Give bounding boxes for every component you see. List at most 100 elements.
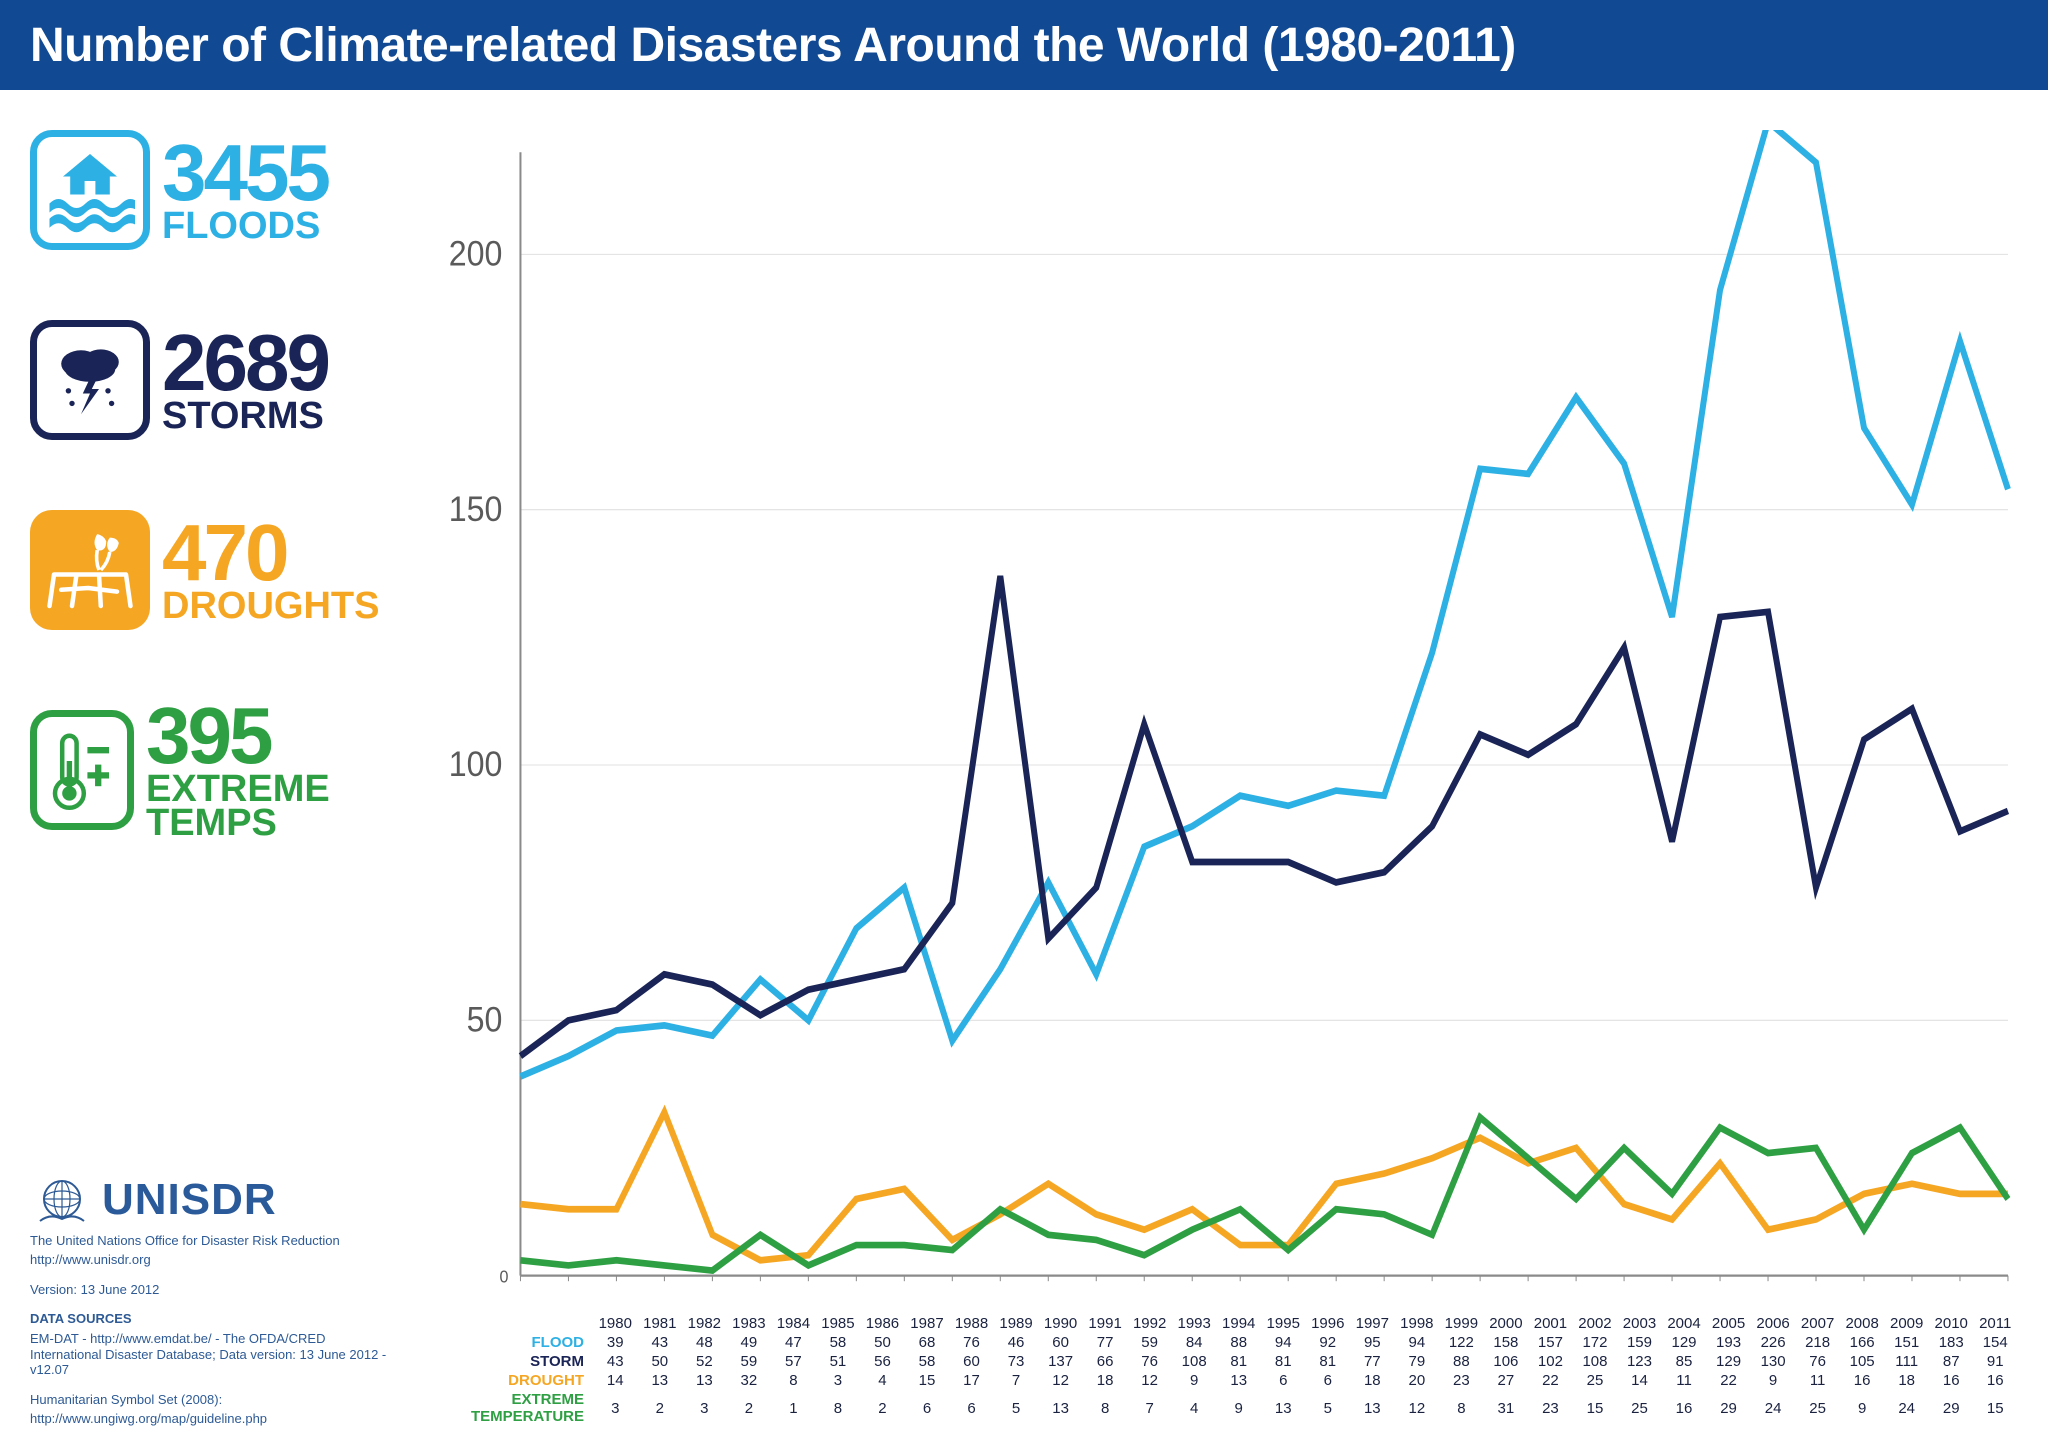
data-cell: 7 bbox=[995, 1372, 1038, 1389]
data-cell: 13 bbox=[1351, 1391, 1394, 1425]
data-cell: 9 bbox=[1752, 1372, 1795, 1389]
data-cell: 79 bbox=[1396, 1353, 1439, 1370]
data-cell: 3 bbox=[683, 1391, 726, 1425]
data-cell: 22 bbox=[1707, 1372, 1750, 1389]
data-cell: 92 bbox=[1307, 1334, 1350, 1351]
data-cell: 129 bbox=[1707, 1353, 1750, 1370]
data-cell: 73 bbox=[995, 1353, 1038, 1370]
data-cell: 50 bbox=[639, 1353, 682, 1370]
svg-text:100: 100 bbox=[449, 745, 503, 785]
data-cell: 84 bbox=[1173, 1334, 1216, 1351]
data-cell: 166 bbox=[1841, 1334, 1884, 1351]
data-cell: 108 bbox=[1173, 1353, 1216, 1370]
data-cell: 13 bbox=[1039, 1391, 1082, 1425]
data-cell: 129 bbox=[1663, 1334, 1706, 1351]
data-cell: 193 bbox=[1707, 1334, 1750, 1351]
data-cell: 87 bbox=[1930, 1353, 1973, 1370]
footer-org-url: http://www.unisdr.org bbox=[30, 1252, 420, 1268]
data-cell: 4 bbox=[1173, 1391, 1216, 1425]
data-cell: 16 bbox=[1841, 1372, 1884, 1389]
data-cell: 8 bbox=[1084, 1391, 1127, 1425]
footer-source2-url: http://www.ungiwg.org/map/guideline.php bbox=[30, 1411, 420, 1427]
stat-extreme: 395 EXTREME TEMPS bbox=[30, 700, 420, 840]
stat-droughts: 470 DROUGHTS bbox=[30, 510, 420, 630]
year-cell: 2001 bbox=[1529, 1315, 1572, 1332]
data-cell: 108 bbox=[1574, 1353, 1617, 1370]
data-cell: 43 bbox=[639, 1334, 682, 1351]
header-bar: Number of Climate-related Disasters Arou… bbox=[0, 0, 2048, 90]
data-cell: 226 bbox=[1752, 1334, 1795, 1351]
stat-floods-label: FLOODS bbox=[162, 209, 328, 243]
year-cell: 1998 bbox=[1396, 1315, 1439, 1332]
flood-icon bbox=[30, 130, 150, 250]
data-cell: 25 bbox=[1618, 1391, 1661, 1425]
data-cell: 60 bbox=[1039, 1334, 1082, 1351]
year-cell: 2009 bbox=[1885, 1315, 1928, 1332]
year-cell: 1995 bbox=[1262, 1315, 1305, 1332]
line-chart: 501001502000 bbox=[430, 130, 2018, 1309]
series-row-label: STORM bbox=[432, 1353, 592, 1370]
data-cell: 15 bbox=[1974, 1391, 2016, 1425]
year-cell: 1999 bbox=[1440, 1315, 1483, 1332]
data-cell: 159 bbox=[1618, 1334, 1661, 1351]
body-layout: 3455 FLOODS 2689 STORMS bbox=[0, 90, 2048, 1447]
data-cell: 23 bbox=[1440, 1372, 1483, 1389]
data-cell: 25 bbox=[1574, 1372, 1617, 1389]
data-cell: 49 bbox=[728, 1334, 771, 1351]
year-cell: 1983 bbox=[728, 1315, 771, 1332]
data-cell: 18 bbox=[1084, 1372, 1127, 1389]
data-cell: 76 bbox=[1128, 1353, 1171, 1370]
year-cell: 1993 bbox=[1173, 1315, 1216, 1332]
data-cell: 29 bbox=[1707, 1391, 1750, 1425]
data-cell: 76 bbox=[1796, 1353, 1839, 1370]
data-cell: 8 bbox=[772, 1372, 815, 1389]
year-cell: 1990 bbox=[1039, 1315, 1082, 1332]
year-cell: 1989 bbox=[995, 1315, 1038, 1332]
year-cell: 2010 bbox=[1930, 1315, 1973, 1332]
data-cell: 3 bbox=[817, 1372, 860, 1389]
stat-storms-label: STORMS bbox=[162, 399, 328, 433]
year-cell: 1987 bbox=[906, 1315, 949, 1332]
data-cell: 29 bbox=[1930, 1391, 1973, 1425]
data-cell: 23 bbox=[1529, 1391, 1572, 1425]
data-cell: 56 bbox=[861, 1353, 904, 1370]
data-cell: 106 bbox=[1485, 1353, 1528, 1370]
data-cell: 12 bbox=[1039, 1372, 1082, 1389]
data-cell: 137 bbox=[1039, 1353, 1082, 1370]
data-cell: 77 bbox=[1351, 1353, 1394, 1370]
data-cell: 1 bbox=[772, 1391, 815, 1425]
data-cell: 60 bbox=[950, 1353, 993, 1370]
data-cell: 218 bbox=[1796, 1334, 1839, 1351]
year-cell: 1992 bbox=[1128, 1315, 1171, 1332]
year-cell: 2006 bbox=[1752, 1315, 1795, 1332]
stat-extreme-label: EXTREME TEMPS bbox=[146, 772, 420, 840]
data-cell: 58 bbox=[906, 1353, 949, 1370]
data-cell: 59 bbox=[1128, 1334, 1171, 1351]
data-cell: 172 bbox=[1574, 1334, 1617, 1351]
stat-floods-value: 3455 bbox=[162, 137, 328, 209]
data-cell: 6 bbox=[1307, 1372, 1350, 1389]
data-cell: 13 bbox=[1217, 1372, 1260, 1389]
extreme-temp-icon bbox=[30, 710, 134, 830]
data-cell: 4 bbox=[861, 1372, 904, 1389]
data-cell: 51 bbox=[817, 1353, 860, 1370]
year-cell: 2008 bbox=[1841, 1315, 1884, 1332]
data-cell: 157 bbox=[1529, 1334, 1572, 1351]
storm-icon bbox=[30, 320, 150, 440]
data-cell: 154 bbox=[1974, 1334, 2016, 1351]
data-cell: 8 bbox=[817, 1391, 860, 1425]
data-cell: 27 bbox=[1485, 1372, 1528, 1389]
data-cell: 15 bbox=[1574, 1391, 1617, 1425]
data-cell: 3 bbox=[594, 1391, 637, 1425]
data-cell: 12 bbox=[1128, 1372, 1171, 1389]
data-cell: 11 bbox=[1796, 1372, 1839, 1389]
year-cell: 1996 bbox=[1307, 1315, 1350, 1332]
page-title: Number of Climate-related Disasters Arou… bbox=[30, 18, 1516, 73]
year-cell: 1997 bbox=[1351, 1315, 1394, 1332]
svg-text:150: 150 bbox=[449, 489, 503, 529]
data-cell: 105 bbox=[1841, 1353, 1884, 1370]
data-cell: 66 bbox=[1084, 1353, 1127, 1370]
data-cell: 88 bbox=[1440, 1353, 1483, 1370]
data-cell: 14 bbox=[594, 1372, 637, 1389]
sidebar: 3455 FLOODS 2689 STORMS bbox=[0, 90, 420, 1447]
